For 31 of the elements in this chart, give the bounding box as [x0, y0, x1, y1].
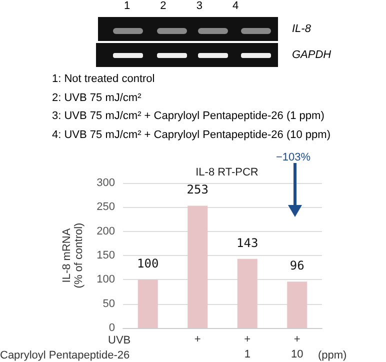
- text: IL-8: [292, 23, 311, 35]
- text: 1: Not treated control: [52, 73, 155, 85]
- text: 4: UVB 75 mJ/cm² + Capryloyl Pentapeptide-26 (10 ppm): [52, 128, 330, 140]
- y-tick-label: 0: [108, 322, 115, 334]
- text: 1 2 3 4: [124, 0, 239, 12]
- y-tick-label: 50: [102, 298, 115, 310]
- bar: [237, 258, 258, 328]
- y-tick-label: 100: [96, 274, 115, 286]
- bar: [188, 206, 208, 328]
- text: GAPDH: [292, 49, 332, 61]
- x-tick-label: +: [194, 334, 201, 346]
- x-tick-label: + 1: [244, 334, 251, 360]
- data-label: 96: [290, 258, 304, 273]
- text: −103%: [276, 152, 311, 164]
- y-tick-label: 300: [96, 177, 115, 189]
- y-tick-label: 200: [96, 225, 115, 238]
- data-label: 143: [236, 236, 258, 250]
- data-label: 253: [186, 182, 208, 197]
- text: 2: UVB 75 mJ/cm²: [52, 92, 142, 104]
- chart-title: IL-8 RT-PCR: [196, 166, 258, 178]
- data-label: 100: [137, 256, 159, 271]
- text: 3: UVB 75 mJ/cm² + Capryloyl Pentapeptide-26 (1 ppm): [52, 110, 324, 122]
- text: UVB: [108, 334, 131, 346]
- x-tick-label: + 10: [291, 334, 304, 360]
- y-tick-label: 250: [96, 201, 115, 214]
- y-tick-label: 150: [96, 250, 115, 262]
- y-axis-title: IL-8 mRNA (% of control): [61, 222, 85, 288]
- bar: [287, 282, 308, 328]
- text: Capryloyl Pentapeptide-26: [0, 350, 130, 362]
- bar: [138, 280, 158, 328]
- text: (ppm): [318, 350, 347, 362]
